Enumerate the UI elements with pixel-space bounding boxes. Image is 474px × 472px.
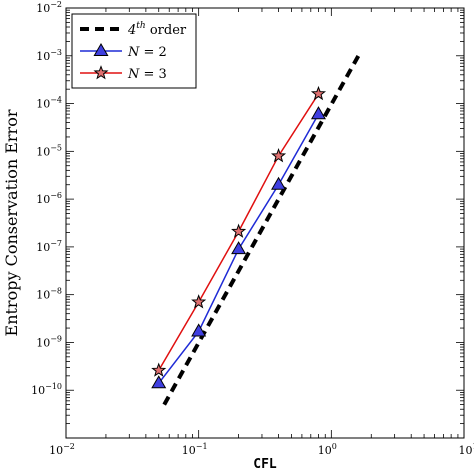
series-0 [162,54,361,406]
series-2 [151,85,327,377]
tick-labels: 10−2 10−1 100 101 10−10 10−9 10−8 10−7 10−6 10−5 1… [31,0,474,457]
series-1 [151,106,326,389]
x-tick-label: 10−2 [49,442,75,457]
data-point-star [191,294,207,309]
data-point-star [231,223,247,238]
series-group [151,54,361,406]
data-point-triangle [271,176,287,190]
data-point-star [310,85,327,101]
data-point-triangle [231,241,247,255]
x-tick-label: 100 [318,442,337,457]
y-tick-label: 10−2 [36,0,62,15]
x-tick-label: 10−1 [182,442,208,457]
legend: 4th order N = 2 N = 3 [71,13,197,89]
legend-label: 4th order [127,21,187,38]
data-point-triangle [151,375,167,389]
tick-marks [65,7,465,439]
y-tick-label: 10−9 [36,334,62,349]
y-tick-label: 10−4 [36,96,62,111]
y-axis-title: Entropy Conservation Error [2,109,21,336]
data-point-star [151,362,167,377]
data-point-triangle [310,106,326,120]
y-tick-label: 10−8 [36,287,62,302]
legend-marker-triangle [93,42,109,57]
y-tick-label: 10−10 [31,382,62,397]
y-tick-label: 10−3 [36,48,62,63]
plot-frame [65,7,465,439]
legend-label: N = 2 [127,45,167,60]
y-tick-label: 10−6 [36,191,62,206]
legend-label: N = 3 [127,67,167,82]
reference-line [162,54,361,406]
data-point-triangle [191,323,207,337]
legend-marker-star [93,65,109,80]
y-tick-label: 10−5 [36,143,62,158]
x-tick-label: 101 [458,442,474,457]
x-axis-title: CFL [253,457,277,472]
y-tick-label: 10−7 [36,239,62,254]
data-point-star [271,148,287,163]
